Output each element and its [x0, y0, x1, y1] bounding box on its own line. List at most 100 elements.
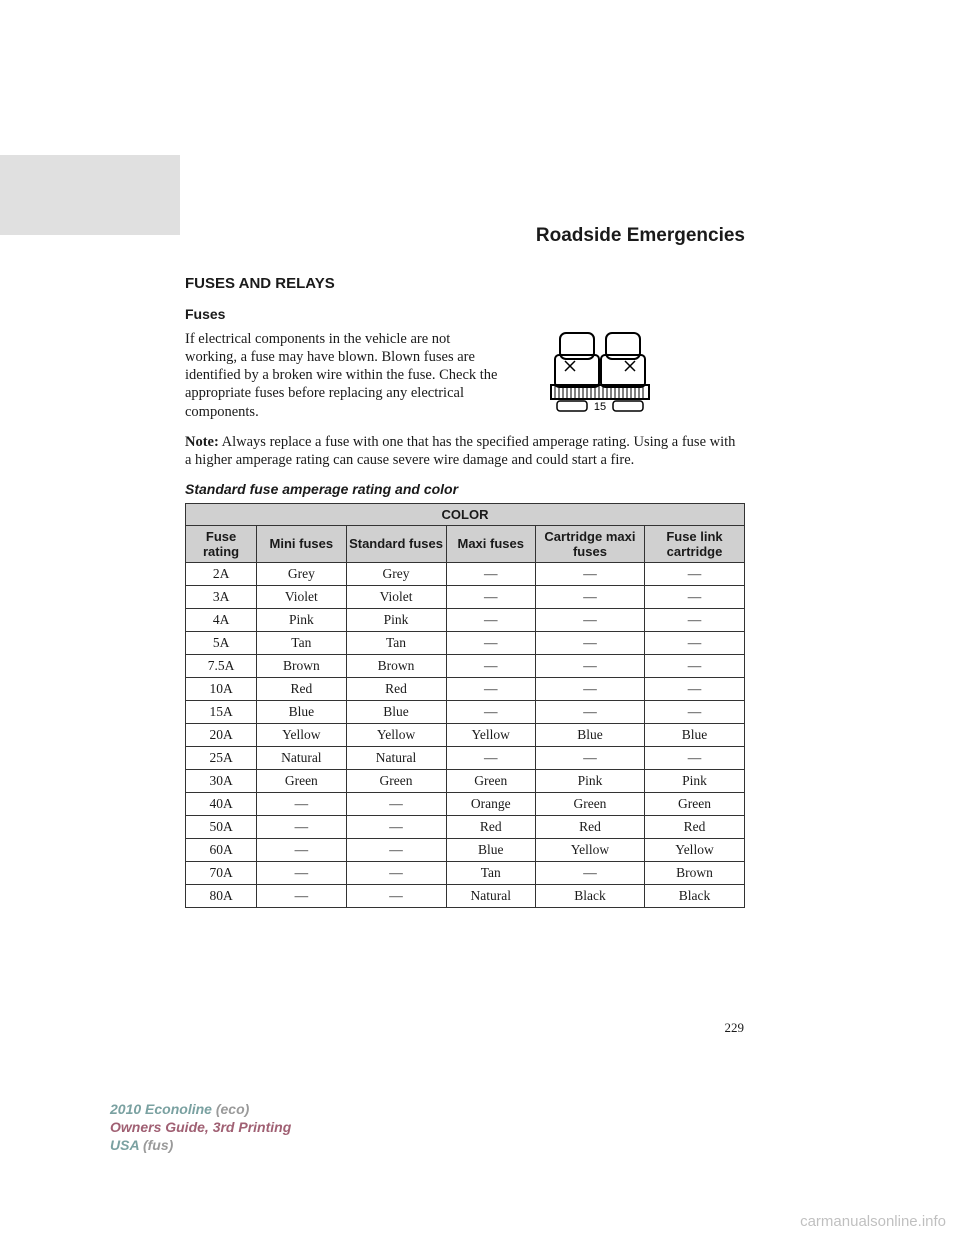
- table-cell: —: [257, 861, 346, 884]
- table-cell: 2A: [186, 562, 257, 585]
- table-super-header: COLOR: [186, 503, 745, 525]
- table-row: 25ANaturalNatural———: [186, 746, 745, 769]
- table-cell: Yellow: [257, 723, 346, 746]
- col-maxi-fuses: Maxi fuses: [446, 525, 535, 562]
- table-cell: —: [644, 585, 744, 608]
- heading-fuses-relays: FUSES AND RELAYS: [185, 275, 745, 292]
- table-cell: —: [346, 792, 446, 815]
- table-cell: —: [446, 654, 535, 677]
- paragraph-intro: If electrical components in the vehicle …: [185, 330, 505, 421]
- fuse-illustration: 15: [525, 325, 675, 430]
- table-header-row: Fuse rating Mini fuses Standard fuses Ma…: [186, 525, 745, 562]
- chapter-title: Roadside Emergencies: [536, 225, 745, 247]
- col-mini-fuses: Mini fuses: [257, 525, 346, 562]
- page-number: 229: [725, 1020, 745, 1036]
- table-cell: —: [535, 746, 644, 769]
- table-cell: —: [446, 562, 535, 585]
- table-cell: Tan: [346, 631, 446, 654]
- table-cell: —: [535, 631, 644, 654]
- table-cell: Red: [535, 815, 644, 838]
- table-cell: —: [535, 861, 644, 884]
- table-cell: —: [535, 608, 644, 631]
- table-cell: Red: [257, 677, 346, 700]
- table-cell: —: [535, 562, 644, 585]
- table-cell: —: [446, 746, 535, 769]
- table-cell: Green: [644, 792, 744, 815]
- fuse-label-text: 15: [594, 401, 606, 413]
- table-caption: Standard fuse amperage rating and color: [185, 481, 745, 497]
- table-row: 7.5ABrownBrown———: [186, 654, 745, 677]
- table-cell: 10A: [186, 677, 257, 700]
- table-cell: —: [446, 585, 535, 608]
- table-cell: Natural: [257, 746, 346, 769]
- table-cell: Green: [446, 769, 535, 792]
- table-cell: Red: [346, 677, 446, 700]
- footer-model: 2010 Econoline: [110, 1101, 212, 1117]
- table-cell: 7.5A: [186, 654, 257, 677]
- table-cell: —: [257, 815, 346, 838]
- table-cell: —: [535, 677, 644, 700]
- table-row: 2AGreyGrey———: [186, 562, 745, 585]
- table-cell: Yellow: [644, 838, 744, 861]
- table-cell: —: [346, 838, 446, 861]
- table-cell: Blue: [535, 723, 644, 746]
- table-cell: 3A: [186, 585, 257, 608]
- table-row: 60A——BlueYellowYellow: [186, 838, 745, 861]
- table-cell: Black: [535, 884, 644, 907]
- table-cell: —: [346, 884, 446, 907]
- table-cell: —: [644, 700, 744, 723]
- paragraph-note: Note: Always replace a fuse with one tha…: [185, 433, 745, 469]
- table-cell: 80A: [186, 884, 257, 907]
- col-fuse-rating: Fuse rating: [186, 525, 257, 562]
- table-cell: Red: [446, 815, 535, 838]
- table-cell: 4A: [186, 608, 257, 631]
- table-cell: Pink: [644, 769, 744, 792]
- table-cell: —: [644, 608, 744, 631]
- table-cell: Black: [644, 884, 744, 907]
- table-cell: Blue: [257, 700, 346, 723]
- footer-usa: USA: [110, 1137, 139, 1153]
- table-cell: Red: [644, 815, 744, 838]
- table-row: 15ABlueBlue———: [186, 700, 745, 723]
- table-cell: Blue: [644, 723, 744, 746]
- table-cell: —: [644, 631, 744, 654]
- table-row: 30AGreenGreenGreenPinkPink: [186, 769, 745, 792]
- table-cell: 5A: [186, 631, 257, 654]
- table-cell: —: [644, 746, 744, 769]
- table-cell: 60A: [186, 838, 257, 861]
- table-row: 5ATanTan———: [186, 631, 745, 654]
- table-cell: Yellow: [346, 723, 446, 746]
- table-cell: —: [257, 838, 346, 861]
- table-cell: —: [257, 884, 346, 907]
- table-cell: Grey: [346, 562, 446, 585]
- table-cell: Yellow: [535, 838, 644, 861]
- table-cell: 15A: [186, 700, 257, 723]
- col-standard-fuses: Standard fuses: [346, 525, 446, 562]
- table-cell: 70A: [186, 861, 257, 884]
- footer-eco: (eco): [216, 1101, 249, 1117]
- table-cell: Natural: [346, 746, 446, 769]
- table-cell: Violet: [346, 585, 446, 608]
- table-row: 70A——Tan—Brown: [186, 861, 745, 884]
- table-cell: —: [446, 608, 535, 631]
- table-cell: —: [446, 700, 535, 723]
- table-cell: Orange: [446, 792, 535, 815]
- footer-block: 2010 Econoline (eco) Owners Guide, 3rd P…: [110, 1100, 291, 1155]
- table-cell: Green: [346, 769, 446, 792]
- table-cell: Violet: [257, 585, 346, 608]
- table-cell: —: [257, 792, 346, 815]
- watermark: carmanualsonline.info: [800, 1213, 946, 1230]
- grey-corner-block: [0, 155, 180, 235]
- footer-fus: (fus): [143, 1137, 173, 1153]
- table-row: 80A——NaturalBlackBlack: [186, 884, 745, 907]
- table-row: 3AVioletViolet———: [186, 585, 745, 608]
- table-cell: 50A: [186, 815, 257, 838]
- table-cell: Blue: [446, 838, 535, 861]
- table-cell: —: [644, 562, 744, 585]
- table-cell: —: [346, 815, 446, 838]
- table-cell: —: [535, 585, 644, 608]
- table-cell: 20A: [186, 723, 257, 746]
- table-cell: Tan: [257, 631, 346, 654]
- table-cell: Green: [535, 792, 644, 815]
- table-cell: Pink: [257, 608, 346, 631]
